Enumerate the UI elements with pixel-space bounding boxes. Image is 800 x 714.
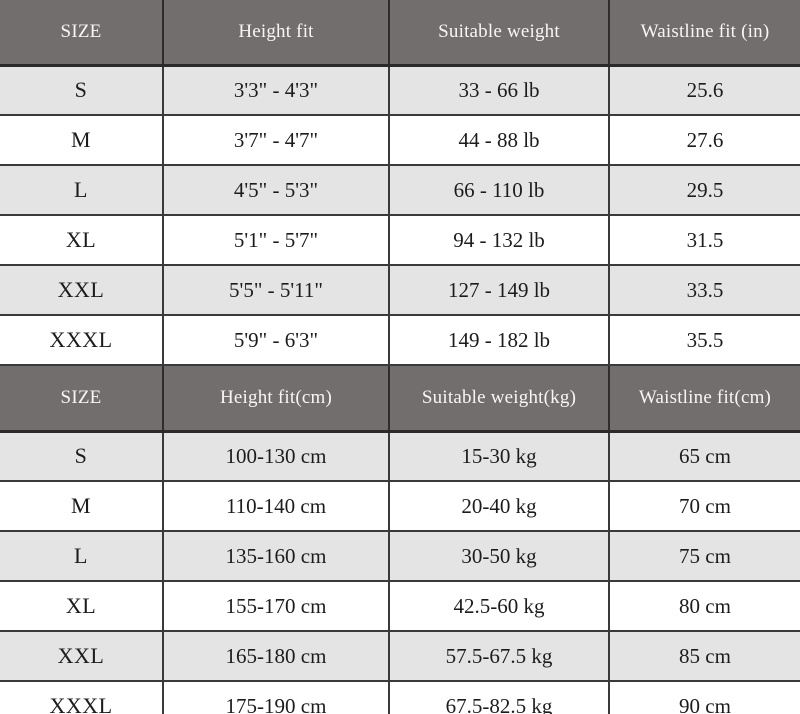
cell-weight: 33 - 66 lb xyxy=(388,65,610,116)
cell-height: 165-180 cm xyxy=(162,631,390,682)
cell-size: S xyxy=(0,431,164,482)
cell-waist: 75 cm xyxy=(608,531,800,582)
column-header-height: Height fit xyxy=(162,0,390,67)
table-row: L 135-160 cm 30-50 kg 75 cm xyxy=(0,531,800,582)
cell-waist: 35.5 xyxy=(608,315,800,366)
table-row: S 3'3" - 4'3" 33 - 66 lb 25.6 xyxy=(0,65,800,116)
cell-size: XXL xyxy=(0,265,164,316)
table-header-metric: SIZE Height fit(cm) Suitable weight(kg) … xyxy=(0,366,800,433)
cell-waist: 90 cm xyxy=(608,681,800,714)
cell-weight: 30-50 kg xyxy=(388,531,610,582)
table-header-imperial: SIZE Height fit Suitable weight Waistlin… xyxy=(0,0,800,67)
cell-waist: 80 cm xyxy=(608,581,800,632)
cell-size: S xyxy=(0,65,164,116)
cell-waist: 33.5 xyxy=(608,265,800,316)
cell-height: 3'3" - 4'3" xyxy=(162,65,390,116)
cell-size: XXXL xyxy=(0,681,164,714)
cell-height: 5'1" - 5'7" xyxy=(162,215,390,266)
cell-waist: 65 cm xyxy=(608,431,800,482)
size-table-metric: SIZE Height fit(cm) Suitable weight(kg) … xyxy=(0,366,800,714)
cell-weight: 67.5-82.5 kg xyxy=(388,681,610,714)
header-row: SIZE Height fit(cm) Suitable weight(kg) … xyxy=(0,366,800,433)
cell-height: 4'5" - 5'3" xyxy=(162,165,390,216)
column-header-weight: Suitable weight xyxy=(388,0,610,67)
cell-waist: 31.5 xyxy=(608,215,800,266)
column-header-height: Height fit(cm) xyxy=(162,366,390,433)
cell-size: XL xyxy=(0,581,164,632)
table-row: S 100-130 cm 15-30 kg 65 cm xyxy=(0,431,800,482)
size-table-metric-block: SIZE Height fit(cm) Suitable weight(kg) … xyxy=(0,366,800,714)
cell-height: 5'5" - 5'11" xyxy=(162,265,390,316)
cell-weight: 44 - 88 lb xyxy=(388,115,610,166)
table-row: M 3'7" - 4'7" 44 - 88 lb 27.6 xyxy=(0,115,800,166)
cell-size: L xyxy=(0,531,164,582)
table-row: M 110-140 cm 20-40 kg 70 cm xyxy=(0,481,800,532)
cell-size: M xyxy=(0,481,164,532)
cell-size: M xyxy=(0,115,164,166)
table-row: XL 155-170 cm 42.5-60 kg 80 cm xyxy=(0,581,800,632)
header-row: SIZE Height fit Suitable weight Waistlin… xyxy=(0,0,800,67)
table-body-metric: S 100-130 cm 15-30 kg 65 cm M 110-140 cm… xyxy=(0,431,800,714)
table-row: XXL 165-180 cm 57.5-67.5 kg 85 cm xyxy=(0,631,800,682)
table-row: XXL 5'5" - 5'11" 127 - 149 lb 33.5 xyxy=(0,265,800,316)
column-header-waist: Waistline fit(cm) xyxy=(608,366,800,433)
column-header-size: SIZE xyxy=(0,0,164,67)
cell-waist: 85 cm xyxy=(608,631,800,682)
table-body-imperial: S 3'3" - 4'3" 33 - 66 lb 25.6 M 3'7" - 4… xyxy=(0,65,800,366)
cell-waist: 70 cm xyxy=(608,481,800,532)
cell-waist: 27.6 xyxy=(608,115,800,166)
size-table-imperial-block: SIZE Height fit Suitable weight Waistlin… xyxy=(0,0,800,366)
cell-waist: 25.6 xyxy=(608,65,800,116)
table-row: XXXL 175-190 cm 67.5-82.5 kg 90 cm xyxy=(0,681,800,714)
cell-height: 135-160 cm xyxy=(162,531,390,582)
cell-waist: 29.5 xyxy=(608,165,800,216)
cell-size: XXXL xyxy=(0,315,164,366)
cell-weight: 15-30 kg xyxy=(388,431,610,482)
cell-weight: 94 - 132 lb xyxy=(388,215,610,266)
column-header-size: SIZE xyxy=(0,366,164,433)
cell-weight: 42.5-60 kg xyxy=(388,581,610,632)
cell-weight: 20-40 kg xyxy=(388,481,610,532)
cell-weight: 149 - 182 lb xyxy=(388,315,610,366)
cell-size: XXL xyxy=(0,631,164,682)
cell-weight: 66 - 110 lb xyxy=(388,165,610,216)
cell-height: 175-190 cm xyxy=(162,681,390,714)
column-header-weight: Suitable weight(kg) xyxy=(388,366,610,433)
cell-height: 3'7" - 4'7" xyxy=(162,115,390,166)
cell-size: XL xyxy=(0,215,164,266)
cell-height: 110-140 cm xyxy=(162,481,390,532)
cell-height: 155-170 cm xyxy=(162,581,390,632)
table-row: XL 5'1" - 5'7" 94 - 132 lb 31.5 xyxy=(0,215,800,266)
cell-size: L xyxy=(0,165,164,216)
table-row: XXXL 5'9" - 6'3" 149 - 182 lb 35.5 xyxy=(0,315,800,366)
cell-height: 5'9" - 6'3" xyxy=(162,315,390,366)
cell-height: 100-130 cm xyxy=(162,431,390,482)
size-table-imperial: SIZE Height fit Suitable weight Waistlin… xyxy=(0,0,800,366)
column-header-waist: Waistline fit (in) xyxy=(608,0,800,67)
cell-weight: 57.5-67.5 kg xyxy=(388,631,610,682)
cell-weight: 127 - 149 lb xyxy=(388,265,610,316)
table-row: L 4'5" - 5'3" 66 - 110 lb 29.5 xyxy=(0,165,800,216)
